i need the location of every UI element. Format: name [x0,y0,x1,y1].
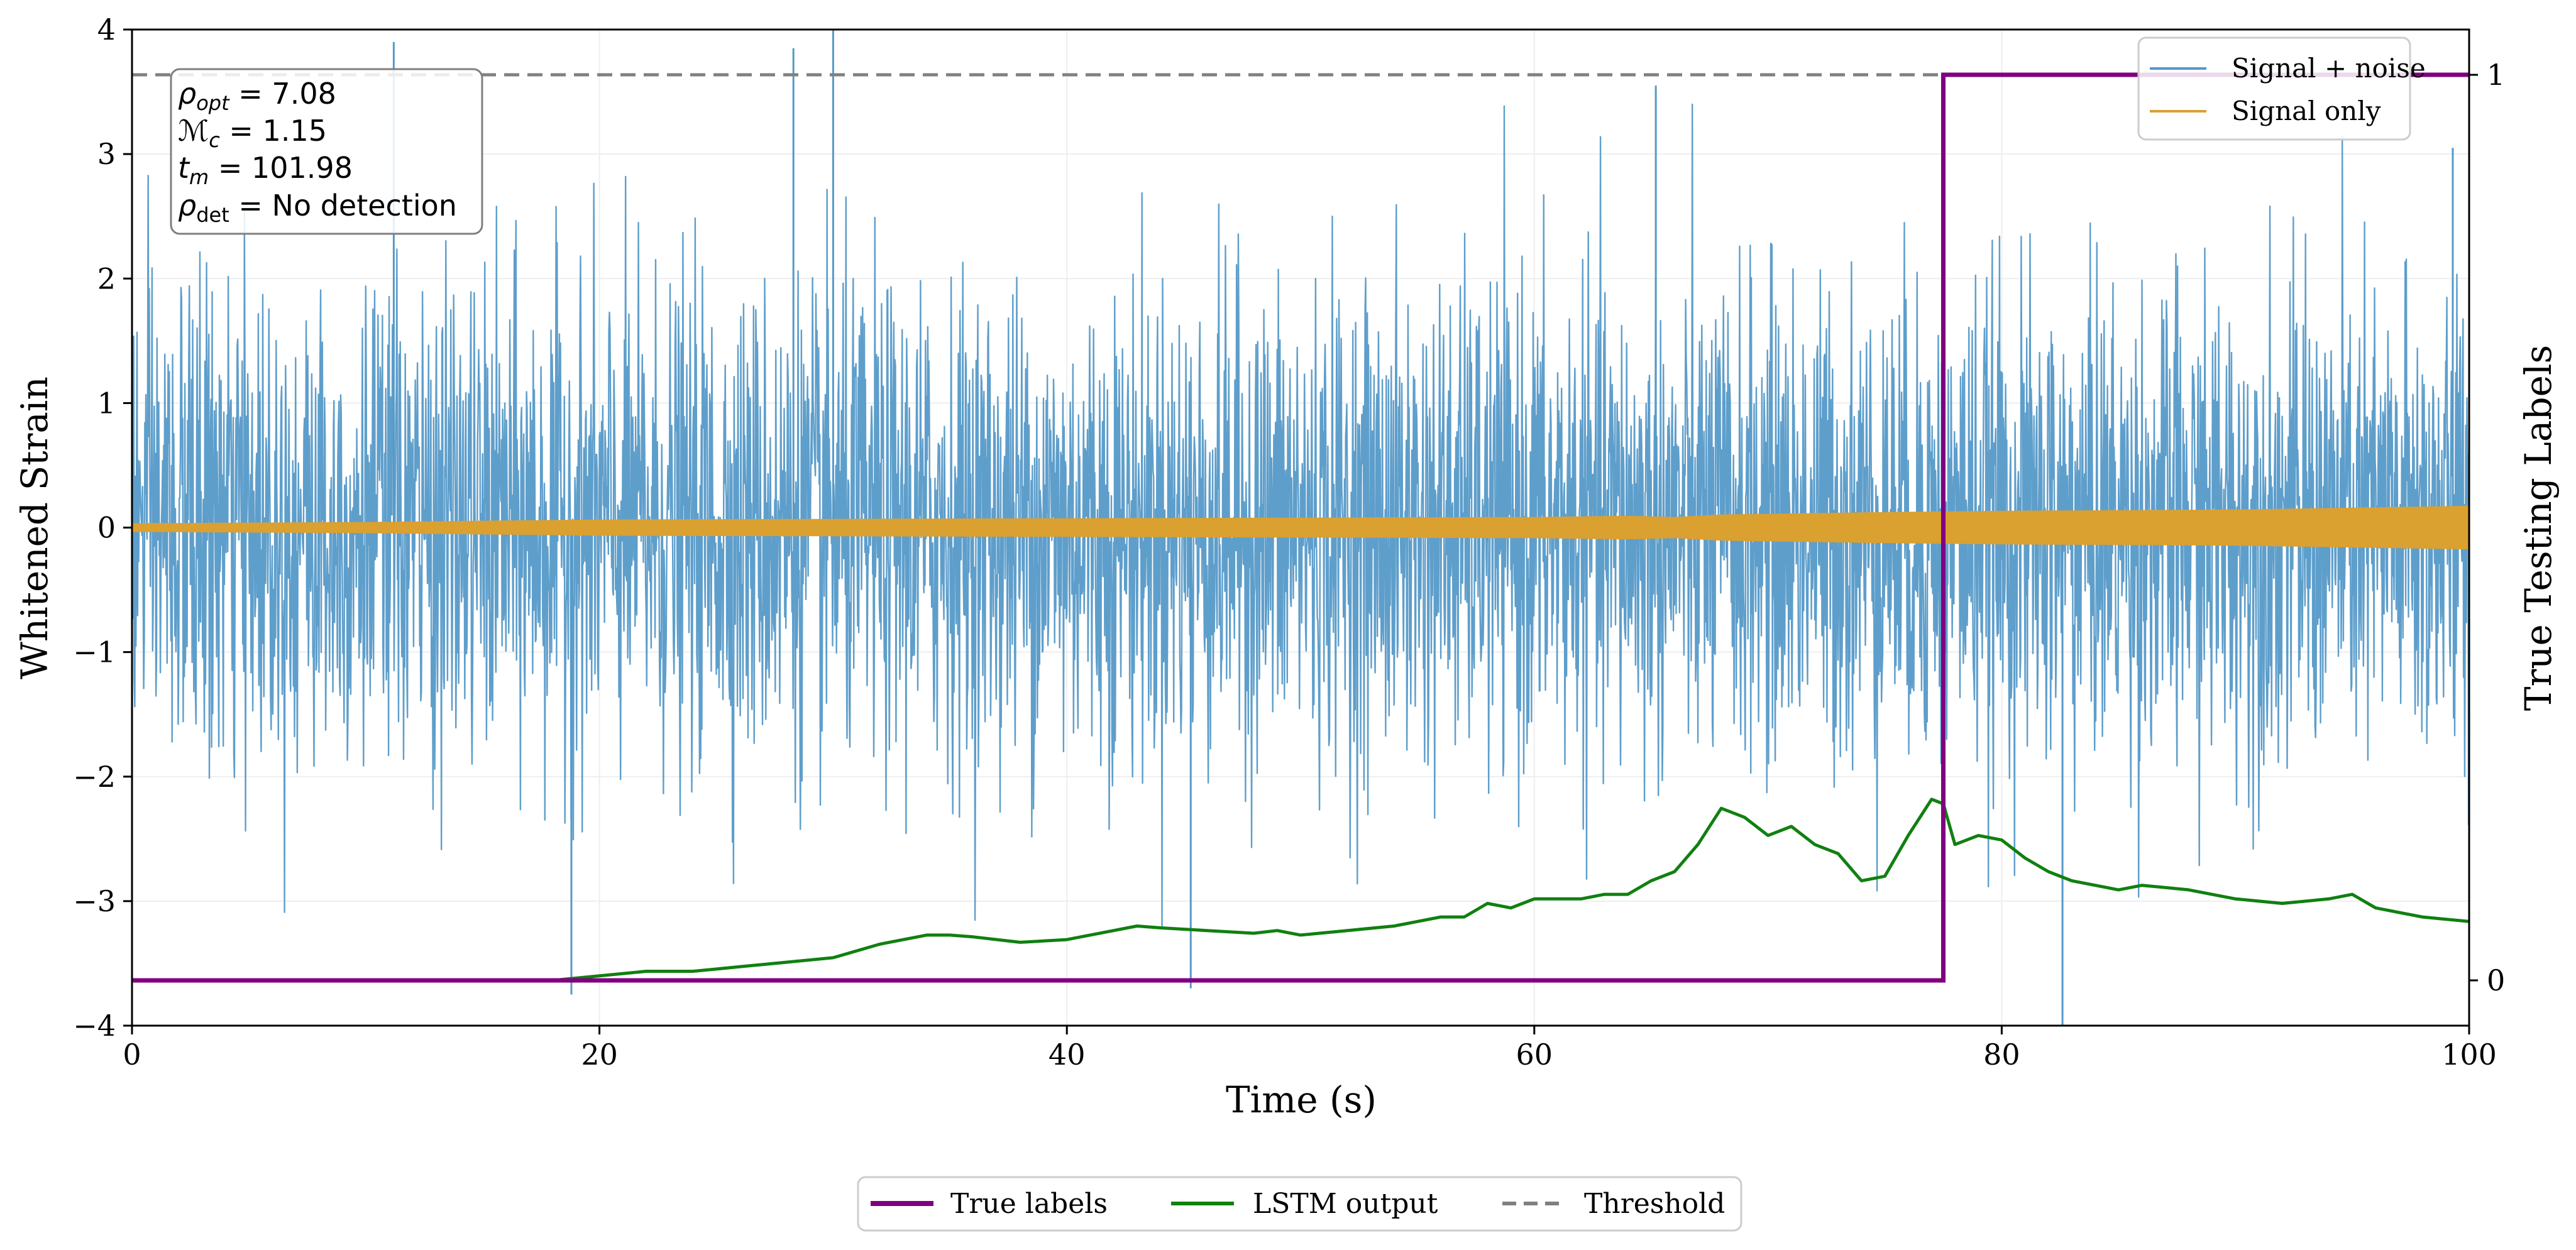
legend-label-signal-only: Signal only [2232,96,2381,126]
y-tick-label: −3 [73,884,116,918]
y-tick-label: −4 [73,1009,116,1043]
x-tick-label: 100 [2441,1038,2497,1072]
y2-axis-label: True Testing Labels [2517,345,2560,711]
y2-tick-label: 1 [2487,58,2505,92]
rho-det-text: ρdet = No detection [178,189,457,227]
legend-top: Signal + noise Signal only [2137,36,2426,141]
x-tick-label: 60 [1516,1038,1553,1072]
x-tick-label: 20 [581,1038,618,1072]
rho-opt-text: ρopt = 7.08 [178,77,336,115]
chirp-mass-text: ℳc = 1.15 [178,114,327,152]
y-tick-label: 3 [97,137,116,171]
lstm-output-line [132,798,2470,982]
x-tick-label: 40 [1049,1038,1086,1072]
signal-noise-series [131,30,2470,1026]
x-tick-label: 0 [123,1038,141,1072]
signal-noise-line [131,103,2470,929]
legend-bottom: True labels LSTM output Threshold [857,1176,1742,1232]
y-tick-label: 0 [97,511,116,545]
x-tick-label: 80 [1983,1038,2020,1072]
legend-label-signal-noise: Signal + noise [2232,53,2426,84]
y-tick-label: −1 [73,635,116,669]
legend-label-lstm: LSTM output [1253,1188,1438,1220]
y2-tick-label: 0 [2487,963,2505,997]
merger-time-text: tm = 101.98 [178,151,353,189]
legend-label-threshold: Threshold [1584,1188,1725,1220]
y-tick-label: 1 [97,386,116,420]
legend-label-true-labels: True labels [950,1188,1108,1220]
y-tick-label: 4 [97,13,116,47]
annotation-box: ρopt = 7.08 ℳc = 1.15 tm = 101.98 ρdet =… [170,68,483,235]
y-axis-label: Whitened Strain [13,376,56,679]
y-tick-label: −2 [73,760,116,794]
y-tick-label: 2 [97,261,116,295]
x-axis-label: Time (s) [1226,1078,1377,1121]
